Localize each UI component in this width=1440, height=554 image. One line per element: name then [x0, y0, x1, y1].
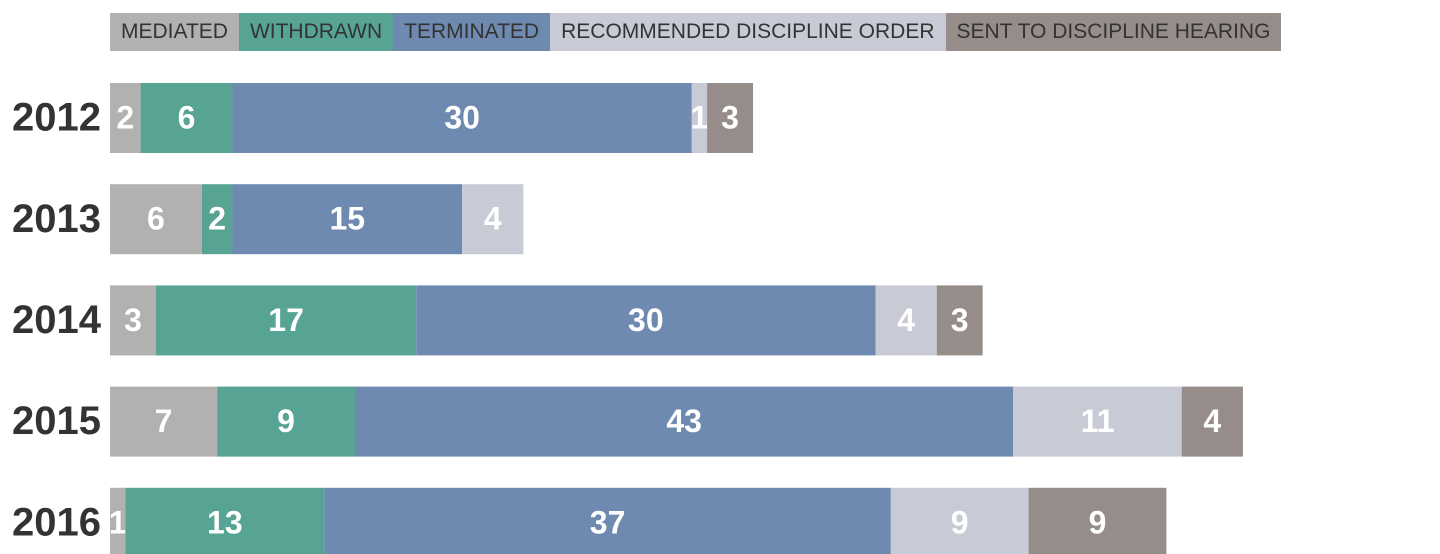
y-tick-label: 2012: [12, 96, 101, 140]
y-tick-label: 2014: [12, 298, 102, 342]
bar-segment: [707, 83, 754, 153]
legend-item: WITHDRAWN: [238, 13, 394, 51]
value-label: 30: [628, 302, 664, 338]
value-label: 6: [147, 201, 165, 237]
bar-segment: [936, 285, 983, 356]
value-label: 30: [444, 99, 480, 135]
legend-item: RECOMMENDED DISCIPLINE ORDER: [550, 13, 946, 51]
bar-segment: [875, 285, 937, 356]
legend-item: MEDIATED: [110, 13, 239, 51]
legend: MEDIATED WITHDRAWN TERMINATED RECOMMENDED D…: [110, 13, 1282, 51]
bar-segment: [1013, 386, 1182, 457]
bar-segment: [217, 386, 355, 457]
legend-item: TERMINATED: [393, 13, 551, 51]
value-label: 4: [484, 201, 502, 237]
value-label: 4: [897, 302, 915, 338]
bar-segment: [324, 487, 891, 554]
value-label: 6: [178, 99, 196, 135]
bar-segment: [232, 83, 692, 153]
bar-segment: [125, 487, 325, 554]
bar-segment: [110, 487, 126, 554]
legend-item: SENT TO DISCIPLINE HEARING: [945, 13, 1282, 51]
bar-segment: [1028, 487, 1167, 554]
bar-segment: [110, 184, 202, 255]
value-label: 17: [268, 302, 304, 338]
bar-segment: [890, 487, 1029, 554]
value-label: 3: [721, 99, 739, 135]
bar-segment: [140, 83, 233, 153]
value-label: 1: [691, 99, 709, 135]
bar-segment: [691, 83, 708, 153]
bar-segment: [110, 285, 156, 356]
bar-segment: [1181, 386, 1243, 457]
value-label: 3: [951, 302, 969, 338]
y-tick-label: 2016: [12, 500, 101, 544]
y-tick-label: 2015: [12, 399, 101, 443]
bar-segment: [462, 184, 524, 255]
value-label: 2: [116, 99, 134, 135]
value-label: 37: [590, 504, 626, 540]
bar-segment: [354, 386, 1014, 457]
value-label: 9: [277, 403, 295, 439]
bar-segment: [110, 83, 141, 153]
bar-segment: [201, 184, 233, 255]
bar-segment: [232, 184, 463, 255]
value-label: 9: [1089, 504, 1107, 540]
value-label: 9: [951, 504, 969, 540]
bar-segment: [416, 285, 876, 356]
value-label: 43: [666, 403, 702, 439]
y-tick-label: 2013: [12, 197, 101, 241]
value-label: 3: [124, 302, 142, 338]
value-label: 2: [208, 201, 226, 237]
bar-segment: [110, 386, 218, 457]
value-label: 11: [1081, 403, 1115, 439]
value-label: 7: [155, 403, 173, 439]
bar-segment: [155, 285, 417, 356]
value-label: 1: [109, 504, 127, 540]
value-label: 15: [330, 201, 366, 237]
value-label: 4: [1203, 403, 1221, 439]
value-label: 13: [207, 504, 243, 540]
